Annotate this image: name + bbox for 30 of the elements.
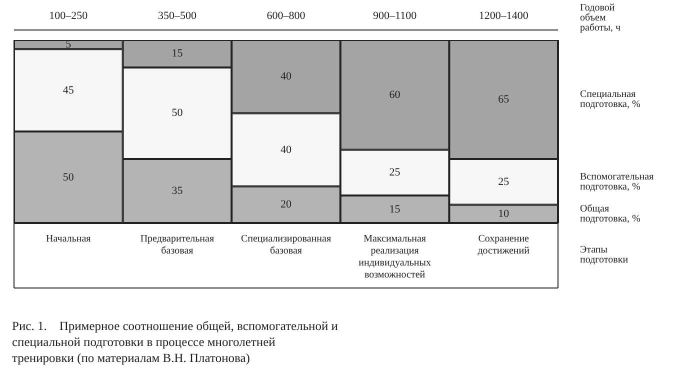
- data-label: 25: [389, 166, 401, 179]
- data-label: 15: [389, 203, 401, 216]
- x-tick-label: Специализированная базовая: [240, 234, 332, 256]
- x-axis-title: Этапы подготовки: [580, 244, 629, 266]
- text: 1200–1400: [478, 10, 529, 22]
- data-label: 45: [62, 84, 74, 96]
- text: Общая подготовка, %: [580, 203, 640, 224]
- data-label: 10: [498, 208, 510, 220]
- data-label: 20: [280, 198, 292, 211]
- data-label: 40: [280, 70, 292, 83]
- x-tick-label: Начальная: [46, 234, 92, 244]
- data-label: 25: [498, 176, 510, 188]
- data-label: 65: [498, 93, 510, 106]
- x-tick-label: Максимальная реализация индивидуальных возможностей: [358, 234, 431, 280]
- text: 900–1100: [373, 10, 418, 22]
- data-label: 15: [172, 48, 184, 60]
- text: 350–500: [158, 10, 197, 22]
- data-label: 50: [62, 171, 74, 184]
- x-tick-label: Предварительная базовая: [140, 234, 214, 256]
- data-label: 50: [172, 107, 184, 120]
- data-label: 35: [172, 184, 184, 197]
- text: 600–800: [266, 10, 306, 22]
- text: Вспомогательная подготовка, %: [580, 171, 654, 192]
- text: Рис. 1. Примерное соотношение общей, вспомогательной и специальной подготовки в процессе многолетней тренировки (по материалам В.Н. Платонова): [12, 319, 342, 365]
- text: Специальная подготовка, %: [580, 88, 640, 110]
- text: 100–250: [49, 10, 88, 22]
- text: Годовой объем работы, ч: [580, 2, 621, 34]
- data-label: 40: [280, 144, 292, 156]
- x-tick-label: Сохранение достижений: [478, 234, 530, 256]
- data-label: 60: [389, 88, 401, 101]
